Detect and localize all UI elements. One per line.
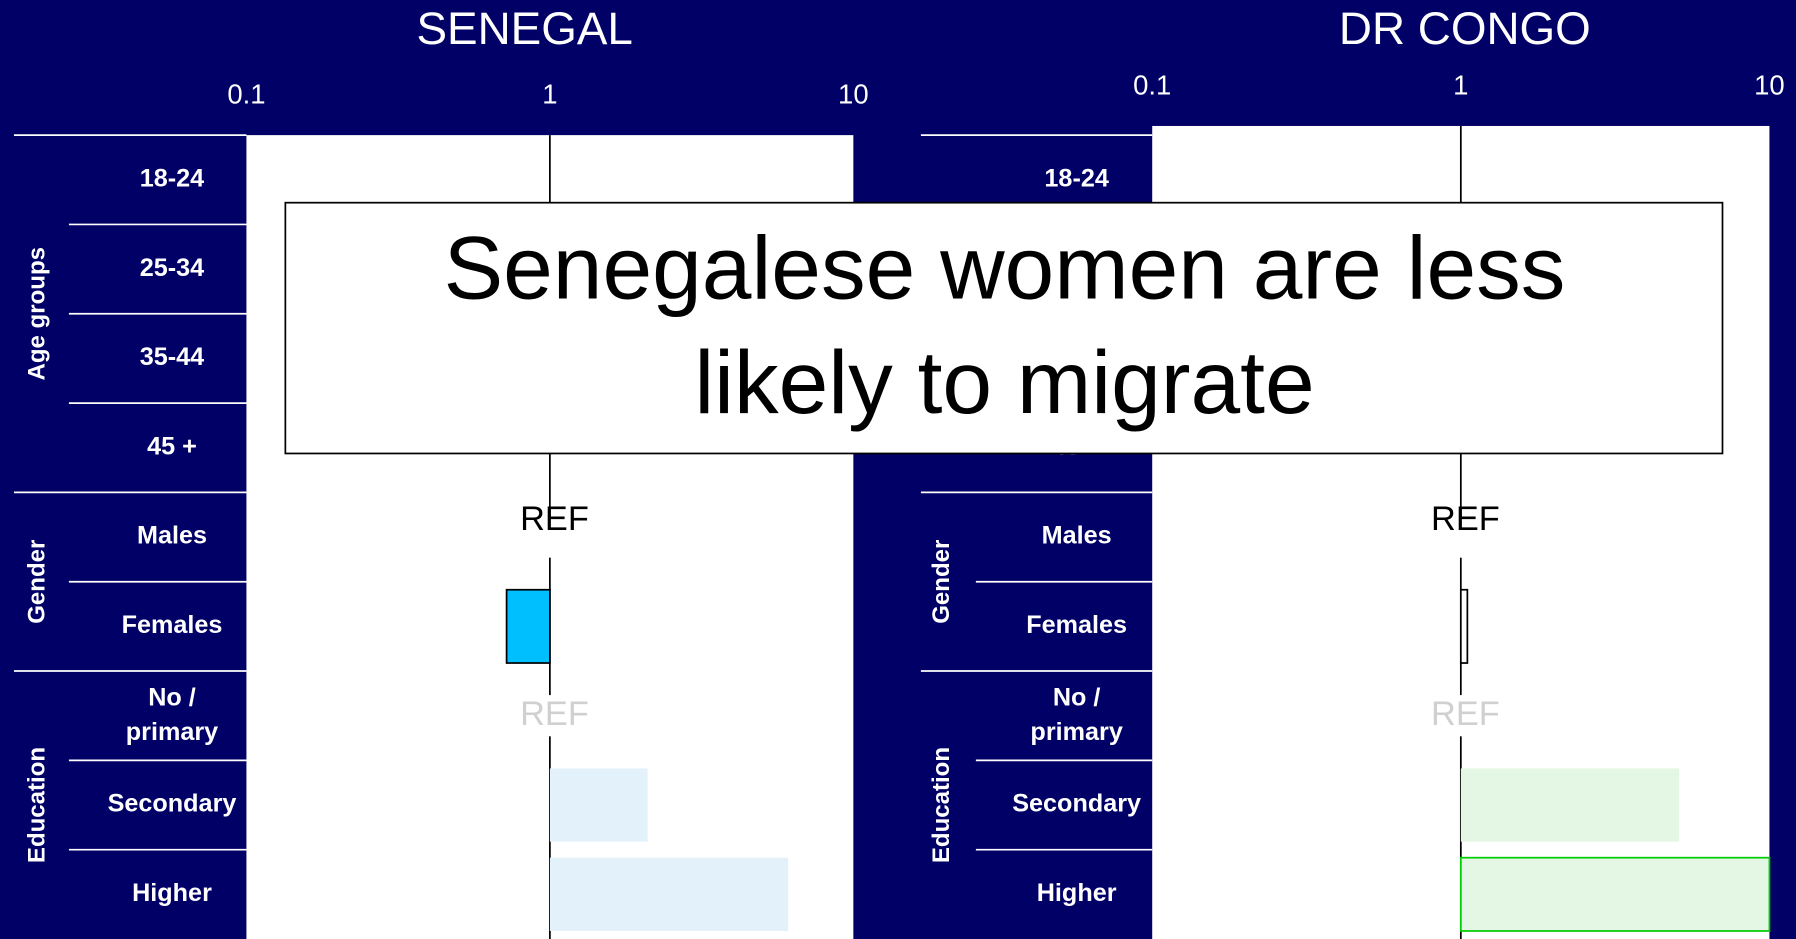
value-label: REF — [520, 695, 589, 733]
bar — [505, 588, 551, 664]
chart-title: DR CONGO — [1339, 3, 1591, 54]
label-bg — [1421, 695, 1503, 737]
category-label: 18-24 — [1044, 164, 1108, 192]
x-tick-label: 0.1 — [1133, 69, 1171, 100]
category-label: 25-34 — [140, 254, 204, 282]
category-label: No / primary — [1030, 683, 1122, 745]
group-label: Age groups — [23, 247, 50, 381]
x-tick-label: 1 — [542, 78, 557, 109]
bar — [1459, 588, 1469, 664]
value-label: REF — [1431, 695, 1500, 733]
label-bg — [510, 695, 592, 737]
label-bg — [510, 516, 592, 558]
category-label: Higher — [132, 879, 212, 907]
value-label: REF — [1431, 500, 1500, 538]
category-label: Males — [137, 522, 207, 550]
category-label: Secondary — [1012, 790, 1141, 818]
chart-title: SENEGAL — [417, 3, 633, 54]
category-label: Higher — [1037, 879, 1117, 907]
value-label: REF — [520, 500, 589, 538]
bar — [549, 768, 648, 842]
x-tick-label: 10 — [1754, 69, 1785, 100]
category-label: No / primary — [126, 683, 218, 745]
category-label: 35-44 — [140, 343, 204, 371]
callout-text: likely to migrate — [694, 332, 1314, 432]
group-label: Gender — [928, 540, 955, 624]
bar — [549, 857, 789, 931]
category-label: 18-24 — [140, 164, 204, 192]
x-tick-label: 1 — [1453, 69, 1468, 100]
x-tick-label: 10 — [838, 78, 869, 109]
label-bg — [1421, 516, 1503, 558]
bar — [1459, 856, 1771, 932]
category-label: 45 + — [147, 432, 197, 460]
group-label: Education — [23, 747, 50, 863]
group-label: Education — [928, 747, 955, 863]
x-tick-label: 0.1 — [227, 78, 265, 109]
category-label: Females — [122, 611, 223, 639]
group-label: Gender — [23, 540, 50, 624]
bar — [1460, 768, 1680, 842]
callout-box — [284, 201, 1724, 455]
category-label: Males — [1042, 522, 1112, 550]
category-label: Secondary — [108, 790, 237, 818]
callout-text: Senegalese women are less — [444, 217, 1566, 317]
category-label: Females — [1026, 611, 1127, 639]
